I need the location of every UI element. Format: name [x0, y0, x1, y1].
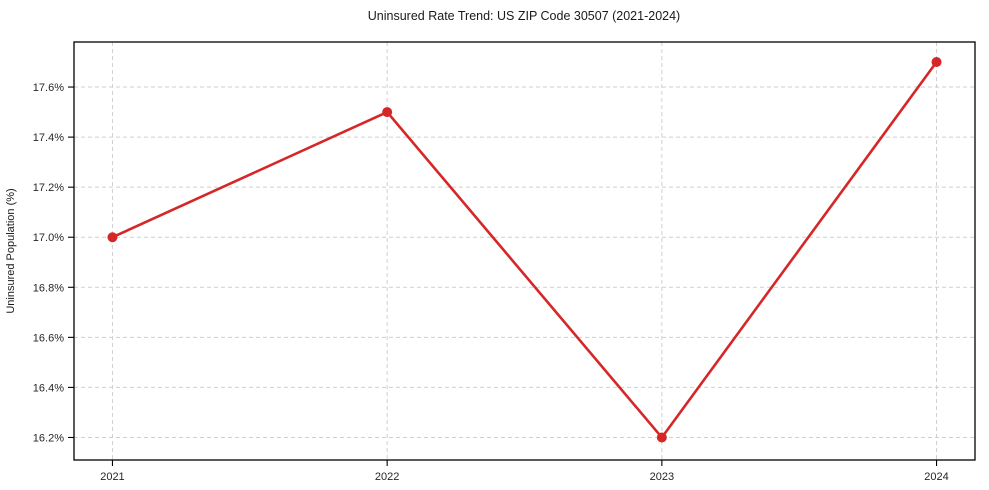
data-point-2024 [931, 57, 942, 68]
y-axis-label: Uninsured Population (%) [5, 188, 17, 313]
x-tick-label: 2023 [650, 471, 674, 483]
plot-border [73, 41, 976, 461]
chart-title: Uninsured Rate Trend: US ZIP Code 30507 … [368, 9, 680, 23]
data-point-2023 [656, 432, 667, 443]
x-tick-label: 2021 [100, 471, 124, 483]
axes: 16.2% 16.4% 16.6% 16.8% 17.0% 17.2% 17.4% 17.6%… [33, 41, 976, 483]
x-tick-label: 2022 [375, 471, 399, 483]
y-tick-label: 16.8% [33, 282, 64, 294]
trend-line [111, 60, 938, 439]
y-tick-label: 17.0% [33, 232, 64, 244]
data-point-2021 [107, 232, 118, 243]
x-tick-label: 2024 [924, 471, 948, 483]
line-series [107, 57, 942, 443]
y-tick-label: 16.6% [33, 332, 64, 344]
gridlines [74, 42, 975, 460]
y-tick-label: 16.4% [33, 382, 64, 394]
y-tick-label: 17.6% [33, 82, 64, 94]
y-tick-label: 17.2% [33, 182, 64, 194]
data-point-2022 [382, 107, 393, 118]
y-tick-label: 17.4% [33, 132, 64, 144]
y-tick-label: 16.2% [33, 432, 64, 444]
